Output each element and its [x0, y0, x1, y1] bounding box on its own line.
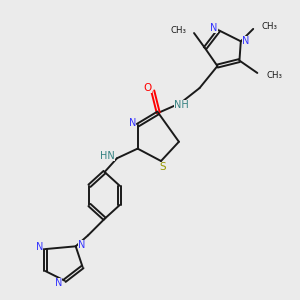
- Text: N: N: [242, 36, 250, 46]
- Text: N: N: [78, 240, 85, 250]
- Text: CH₃: CH₃: [266, 71, 282, 80]
- Text: CH₃: CH₃: [170, 26, 186, 35]
- Text: N: N: [210, 23, 218, 33]
- Text: N: N: [129, 118, 136, 128]
- Text: O: O: [144, 83, 152, 93]
- Text: N: N: [55, 278, 62, 288]
- Text: NH: NH: [174, 100, 189, 110]
- Text: S: S: [160, 161, 166, 172]
- Text: CH₃: CH₃: [262, 22, 278, 31]
- Text: N: N: [36, 242, 43, 252]
- Text: HN: HN: [100, 151, 115, 160]
